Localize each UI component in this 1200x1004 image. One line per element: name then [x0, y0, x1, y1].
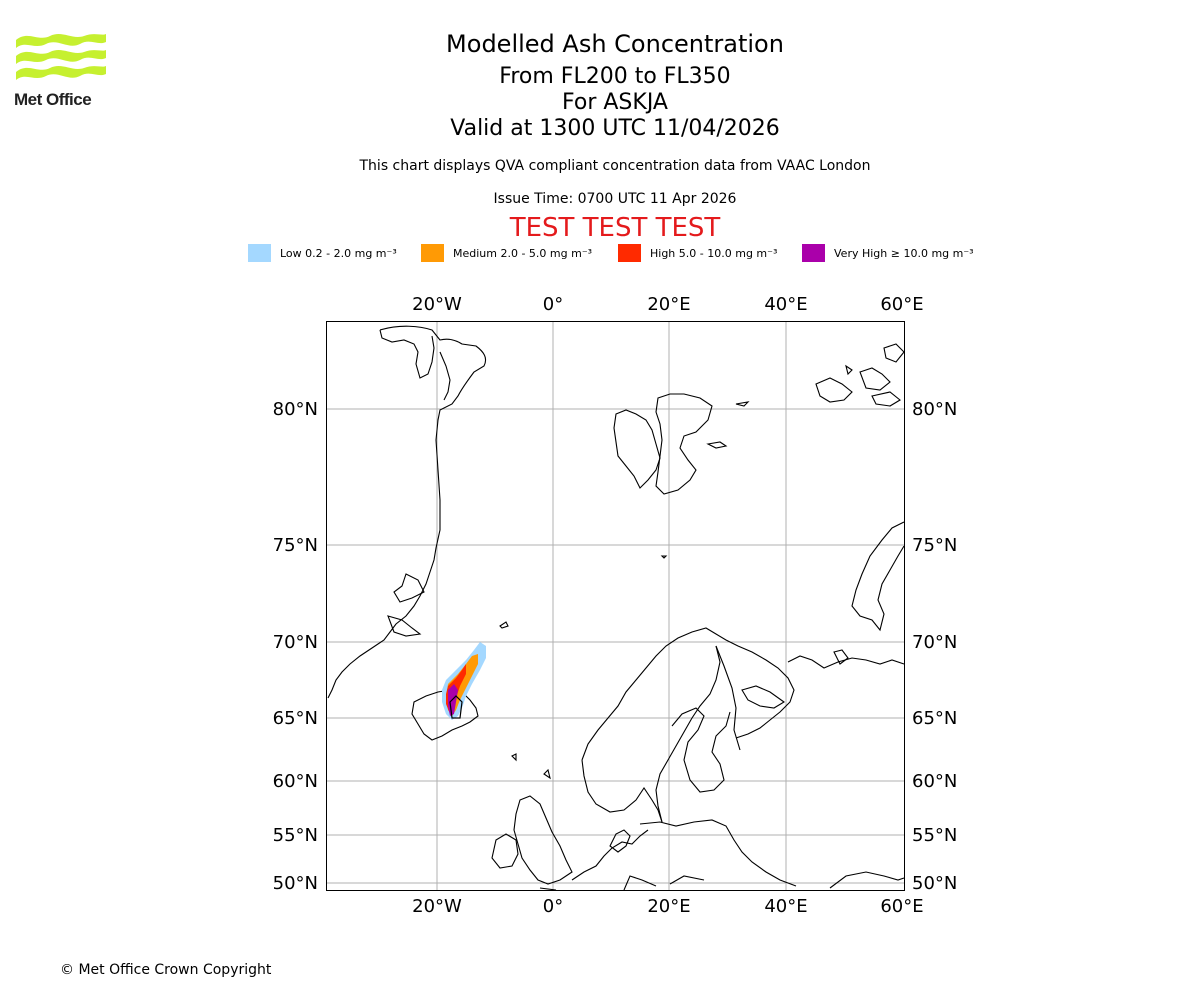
legend-item-medium: Medium 2.0 - 5.0 mg m⁻³: [421, 244, 592, 262]
sweden-finland-border: [655, 645, 721, 823]
kola-east: [787, 655, 905, 669]
faroe: [511, 753, 517, 762]
lat-label-right-50n: 50°N: [912, 873, 957, 894]
lat-label-left-80n: 80°N: [273, 399, 318, 420]
lat-label-left-60n: 60°N: [273, 771, 318, 792]
legend-swatch-very-high: [802, 244, 825, 262]
greenland-coast: [327, 325, 487, 699]
franz-josef-land: [815, 343, 905, 407]
copyright-notice: © Met Office Crown Copyright: [60, 962, 272, 978]
russia-siberia-coast: [829, 871, 905, 889]
jan-mayen: [499, 621, 509, 629]
lat-label-left-50n: 50°N: [273, 873, 318, 894]
shetland: [543, 768, 551, 780]
issue-time: Issue Time: 0700 UTC 11 Apr 2026: [493, 191, 737, 207]
lat-label-right-55n: 55°N: [912, 825, 957, 846]
lat-label-left-65n: 65°N: [273, 708, 318, 729]
lat-label-right-65n: 65°N: [912, 708, 957, 729]
lon-label-top-0: 0°: [543, 294, 563, 315]
lon-label-top-60e: 60°E: [880, 294, 923, 315]
lon-label-bottom-20w: 20°W: [412, 896, 462, 917]
lon-label-top-20w: 20°W: [412, 294, 462, 315]
lon-label-bottom-20e: 20°E: [647, 896, 690, 917]
greenland-fjord-d: [387, 615, 422, 637]
legend-label-medium: Medium 2.0 - 5.0 mg m⁻³: [453, 246, 593, 260]
valid-time: Valid at 1300 UTC 11/04/2026: [450, 116, 780, 141]
greenland-fjord-b: [439, 351, 451, 401]
gulf-of-bothnia: [671, 707, 731, 793]
legend-swatch-high: [618, 244, 641, 262]
legend-item-low: Low 0.2 - 2.0 mg m⁻³: [248, 244, 397, 262]
lon-label-bottom-60e: 60°E: [880, 896, 923, 917]
kanin-peninsula: [833, 649, 849, 665]
lat-label-right-60n: 60°N: [912, 771, 957, 792]
continental-coast: [539, 829, 705, 891]
chart-title: Modelled Ash Concentration: [446, 30, 784, 58]
svalbard-islet-a: [735, 401, 750, 407]
legend-label-high: High 5.0 - 10.0 mg m⁻³: [650, 246, 778, 260]
lon-label-top-40e: 40°E: [764, 294, 807, 315]
volcano-name: For ASKJA: [562, 90, 668, 115]
great-britain: [513, 795, 573, 885]
legend-swatch-medium: [421, 244, 444, 262]
finland-russia-border: [715, 645, 741, 751]
lon-label-bottom-40e: 40°E: [764, 896, 807, 917]
met-office-wave-icon: [16, 34, 106, 80]
legend-item-high: High 5.0 - 10.0 mg m⁻³: [618, 244, 777, 262]
scandinavia-coast: [581, 627, 795, 761]
lat-label-right-80n: 80°N: [912, 399, 957, 420]
coastlines: [327, 325, 905, 891]
met-office-logo-text: Met Office: [14, 90, 92, 109]
lon-label-top-20e: 20°E: [647, 294, 690, 315]
askja-marker: [449, 695, 463, 719]
lat-label-left-75n: 75°N: [273, 535, 318, 556]
lat-label-right-75n: 75°N: [912, 535, 957, 556]
ash-plume: [442, 642, 486, 720]
baltic-coast: [639, 819, 797, 887]
legend-label-very-high: Very High ≥ 10.0 mg m⁻³: [834, 246, 974, 260]
greenland-fjord-c: [393, 573, 425, 603]
denmark: [609, 829, 631, 853]
svalbard-west: [613, 409, 661, 489]
map-frame: [326, 321, 905, 891]
svalbard-islet-b: [706, 441, 728, 449]
chart-description: This chart displays QVA compliant concen…: [359, 158, 871, 174]
ireland: [491, 833, 519, 869]
white-sea: [741, 685, 786, 709]
legend-swatch-low: [248, 244, 271, 262]
lat-label-left-70n: 70°N: [273, 632, 318, 653]
novaya-zemlya: [851, 521, 905, 632]
flight-level-range: From FL200 to FL350: [499, 64, 731, 89]
met-office-logo: Met Office: [14, 30, 109, 112]
lat-label-left-55n: 55°N: [273, 825, 318, 846]
svalbard-east: [655, 393, 713, 495]
norway-south-coast: [581, 759, 663, 823]
lon-label-bottom-0: 0°: [543, 896, 563, 917]
lat-label-right-70n: 70°N: [912, 632, 957, 653]
greenland-fjord-a: [379, 329, 435, 379]
bear-island: [660, 555, 668, 559]
test-banner: TEST TEST TEST: [509, 213, 721, 243]
legend-label-low: Low 0.2 - 2.0 mg m⁻³: [280, 246, 397, 260]
legend-item-very-high: Very High ≥ 10.0 mg m⁻³: [802, 244, 974, 262]
